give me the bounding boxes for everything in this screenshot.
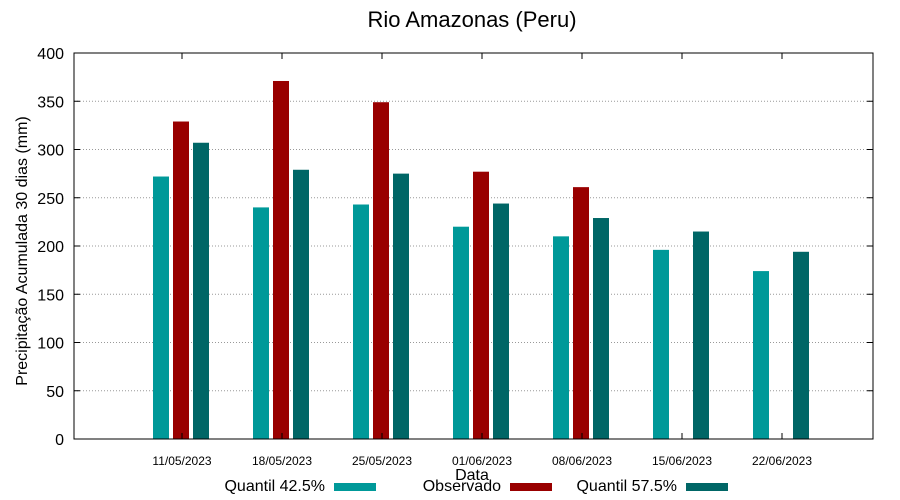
bar-quantil-57-5 (293, 169, 309, 439)
bar-quantil-42-5 (253, 207, 269, 439)
y-tick-label: 350 (37, 94, 64, 111)
bar-observado (373, 102, 389, 439)
legend: Quantil 42.5% Observado Quantil 57.5% (224, 478, 728, 495)
bar-observado (573, 187, 589, 439)
bar-quantil-42-5 (353, 204, 369, 439)
y-tick-label: 100 (37, 336, 64, 353)
bar-observado (473, 171, 489, 439)
bar-quantil-57-5 (393, 173, 409, 439)
y-tick-label: 200 (37, 239, 64, 256)
bar-quantil-42-5 (753, 271, 769, 439)
chart-title: Rio Amazonas (Peru) (367, 7, 576, 32)
bar-quantil-57-5 (193, 142, 209, 439)
x-axis-label: Data (455, 467, 489, 484)
bar-observado (173, 121, 189, 439)
bar-observado (273, 80, 289, 440)
y-axis-label: Precipitação Acumulada 30 dias (mm) (14, 116, 31, 385)
y-tick-label: 400 (37, 46, 64, 63)
x-tick-label: 08/06/2023 (552, 454, 612, 468)
y-tick-label: 150 (37, 287, 64, 304)
legend-label: Quantil 57.5% (576, 478, 677, 495)
bar-quantil-42-5 (153, 176, 169, 439)
bar-quantil-42-5 (453, 226, 469, 439)
x-tick-label: 01/06/2023 (452, 454, 512, 468)
x-axis-ticks: 11/05/2023 18/05/2023 25/05/2023 01/06/2023… (152, 53, 812, 468)
legend-swatch (686, 483, 728, 491)
x-tick-label: 15/06/2023 (652, 454, 712, 468)
bar-quantil-57-5 (693, 231, 709, 439)
legend-swatch (510, 483, 552, 491)
y-axis-ticks: 0 50 100 150 200 250 300 350 400 (37, 46, 873, 449)
legend-label: Quantil 42.5% (224, 478, 325, 495)
y-tick-label: 0 (55, 432, 64, 449)
bar-quantil-42-5 (553, 236, 569, 439)
x-tick-label: 25/05/2023 (352, 454, 412, 468)
x-tick-label: 18/05/2023 (252, 454, 312, 468)
bars (153, 80, 809, 440)
legend-label: Observado (423, 478, 501, 495)
x-tick-label: 11/05/2023 (152, 454, 211, 468)
y-tick-label: 50 (46, 384, 64, 401)
legend-swatch (334, 483, 376, 491)
bar-quantil-42-5 (653, 249, 669, 439)
y-tick-label: 300 (37, 143, 64, 160)
bar-quantil-57-5 (793, 251, 809, 439)
bar-quantil-57-5 (493, 203, 509, 439)
x-tick-label: 22/06/2023 (752, 454, 812, 468)
y-tick-label: 250 (37, 191, 64, 208)
bar-quantil-57-5 (593, 218, 609, 439)
